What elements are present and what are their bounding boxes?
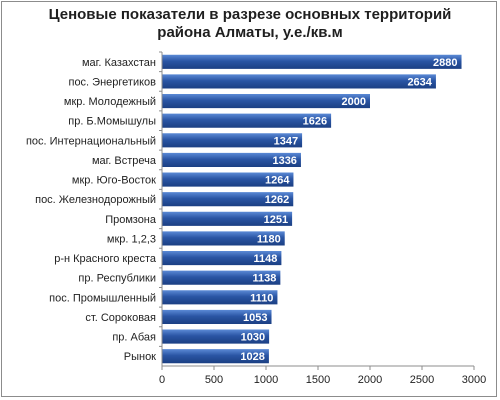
- x-tick-label-2: 1000: [254, 374, 278, 386]
- bar-7: [162, 192, 294, 207]
- category-label-12: пос. Промышленный: [49, 292, 156, 304]
- bar-15: [162, 349, 269, 364]
- bar-6: [162, 172, 294, 187]
- bar-12: [162, 290, 278, 305]
- chart-title-line-2: района Алматы, у.е./кв.м: [157, 24, 343, 41]
- category-label-9: мкр. 1,2,3: [107, 233, 156, 245]
- value-label-0: 2880: [433, 57, 457, 69]
- value-label-12: 1110: [250, 292, 273, 304]
- bar-3: [162, 113, 332, 128]
- value-label-9: 1180: [257, 233, 281, 245]
- value-label-10: 1148: [254, 253, 278, 265]
- bar-11: [162, 270, 281, 285]
- value-label-1: 2634: [407, 76, 432, 88]
- bar-8: [162, 211, 293, 226]
- category-label-3: пр. Б.Момышулы: [68, 116, 156, 128]
- category-label-8: Промзона: [105, 214, 157, 226]
- category-label-5: маг. Встреча: [92, 155, 157, 167]
- bar-9: [162, 231, 285, 246]
- value-label-14: 1030: [241, 332, 265, 344]
- bar-1: [162, 74, 436, 89]
- value-label-13: 1053: [243, 312, 267, 324]
- value-label-6: 1264: [265, 175, 290, 187]
- chart-title-line-1: Ценовые показатели в разрезе основных те…: [48, 6, 452, 23]
- x-tick-label-0: 0: [159, 374, 165, 386]
- category-label-1: пос. Энергетиков: [68, 76, 156, 88]
- bar-13: [162, 309, 272, 325]
- category-label-2: мкр. Молодежный: [64, 96, 156, 108]
- category-label-15: Рынок: [124, 351, 156, 363]
- value-label-11: 1138: [252, 273, 276, 285]
- category-label-14: пр. Абая: [112, 332, 156, 344]
- bar-2: [162, 93, 370, 109]
- x-tick-label-6: 3000: [462, 374, 486, 386]
- value-label-5: 1336: [272, 155, 296, 167]
- bar-14: [162, 329, 270, 344]
- x-tick-label-3: 1500: [306, 374, 330, 386]
- category-label-0: маг. Казахстан: [82, 57, 156, 69]
- value-label-2: 2000: [342, 96, 366, 108]
- value-label-7: 1262: [265, 194, 289, 206]
- value-label-3: 1626: [303, 116, 327, 128]
- bar-0: [162, 54, 462, 69]
- bar-5: [162, 152, 301, 168]
- value-label-15: 1028: [240, 351, 264, 363]
- category-label-4: пос. Интернациональный: [26, 135, 156, 147]
- category-label-13: ст. Сороковая: [85, 312, 156, 324]
- category-label-6: мкр. Юго-Восток: [72, 175, 156, 187]
- chart-title: Ценовые показатели в разрезе основных те…: [0, 6, 500, 42]
- bar-10: [162, 250, 282, 266]
- x-tick-label-5: 2500: [410, 374, 434, 386]
- value-label-8: 1251: [264, 214, 288, 226]
- category-label-11: пр. Республики: [78, 273, 156, 285]
- x-tick-label-4: 2000: [358, 374, 382, 386]
- x-tick-label-1: 500: [205, 374, 223, 386]
- category-label-7: пос. Железнодорожный: [35, 194, 156, 206]
- value-label-4: 1347: [274, 135, 298, 147]
- category-label-10: р-н Красного креста: [54, 253, 157, 265]
- bar-4: [162, 133, 303, 148]
- axes: маг. Казахстан пос. Энергетиков мкр. Молод…: [26, 51, 486, 386]
